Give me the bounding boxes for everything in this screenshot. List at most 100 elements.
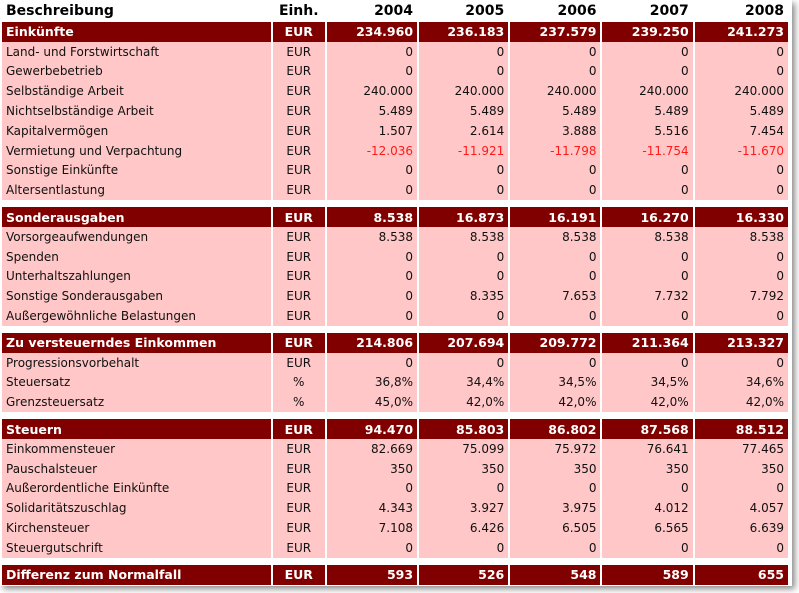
row-unit: EUR (272, 160, 325, 181)
row-value: 75.972 (510, 438, 601, 459)
spacer-cell (2, 200, 788, 208)
row-unit: EUR (272, 140, 325, 161)
row-value: 0 (602, 41, 693, 62)
row-value: 213.327 (694, 332, 788, 353)
tax-table-panel: Beschreibung Einh. 2004 2005 2006 2007 2… (2, 0, 788, 585)
row-value: 0 (419, 61, 509, 82)
table-row: Land- und Forstwirtschaft EUR 0 0 0 0 0 (2, 41, 788, 62)
row-value: 234.960 (326, 22, 418, 42)
row-value: 0 (694, 266, 788, 287)
row-value: 0 (326, 246, 418, 267)
row-value: 8.538 (510, 226, 601, 247)
row-value: -11.921 (419, 140, 509, 161)
row-value: 3.927 (419, 498, 509, 519)
section-header-row: Differenz zum Normalfall EUR 593 526 548 589 6… (2, 564, 788, 585)
row-value: -11.798 (510, 140, 601, 161)
row-value: 5.489 (419, 101, 509, 121)
row-label: Vorsorgeaufwendungen (2, 226, 271, 247)
row-value: 240.000 (694, 81, 788, 102)
row-value: 8.538 (326, 226, 418, 247)
row-value: 0 (326, 266, 418, 287)
section-header-row: Einkünfte EUR 234.960 236.183 237.579 239.250… (2, 22, 788, 42)
row-value: 0 (602, 266, 693, 287)
row-value: 0 (326, 286, 418, 307)
row-value: 4.343 (326, 498, 418, 519)
row-value: 34,6% (694, 372, 788, 393)
row-unit: EUR (272, 120, 325, 141)
table-row: Steuersatz% 36,8% 34,4% 34,5% 34,5% 34,6% (2, 372, 788, 393)
table-row: Unterhaltszahlungen EUR 0 0 0 0 0 (2, 266, 788, 287)
row-value: 240.000 (419, 81, 509, 102)
table-row: Progressionsvorbehalt EUR 0 0 0 0 0 (2, 352, 788, 373)
row-value: 8.538 (694, 226, 788, 247)
header-year: 2006 (510, 0, 601, 22)
row-value: 16.873 (419, 207, 509, 227)
row-value: -12.036 (326, 140, 418, 161)
row-value: 0 (419, 352, 509, 373)
row-unit: EUR (272, 537, 325, 558)
row-value: 86.802 (510, 419, 601, 439)
row-unit: EUR (272, 61, 325, 82)
row-value: 0 (326, 61, 418, 82)
row-value: 0 (694, 306, 788, 326)
row-value: 0 (694, 61, 788, 82)
row-value: 0 (694, 246, 788, 267)
row-value: 0 (326, 478, 418, 499)
row-value: 0 (419, 478, 509, 499)
row-value: 8.538 (419, 226, 509, 247)
spacer-cell (2, 325, 788, 333)
row-value: 34,5% (510, 372, 601, 393)
row-value: -11.754 (602, 140, 693, 161)
row-value: 7.454 (694, 120, 788, 141)
row-value: 0 (326, 306, 418, 326)
row-value: 42,0% (419, 392, 509, 413)
table-row: Außerordentliche Einkünfte EUR 0 0 0 0 0 (2, 478, 788, 499)
row-value: 0 (602, 306, 693, 326)
row-value: 88.512 (694, 419, 788, 439)
row-label: Unterhaltszahlungen (2, 266, 271, 287)
row-value: 207.694 (419, 332, 509, 353)
row-value: 0 (694, 41, 788, 62)
row-label: Solidaritätszuschlag (2, 498, 271, 519)
row-value: 548 (510, 564, 601, 585)
row-value: 350 (419, 458, 509, 479)
table-row: Nichtselbständige Arbeit EUR 5.489 5.489 5.4… (2, 101, 788, 121)
row-value: 34,5% (602, 372, 693, 393)
row-value: 350 (326, 458, 418, 479)
row-value: 0 (694, 180, 788, 201)
row-value: 5.489 (326, 101, 418, 121)
row-value: 0 (510, 266, 601, 287)
table-row: Kapitalvermögen EUR 1.507 2.614 3.888 5.516 7.… (2, 120, 788, 141)
row-value: 0 (602, 352, 693, 373)
row-value: 241.273 (694, 22, 788, 42)
row-unit: EUR (272, 22, 325, 42)
row-value: 240.000 (602, 81, 693, 102)
row-value: 0 (510, 537, 601, 558)
row-unit: EUR (272, 419, 325, 439)
row-value: 209.772 (510, 332, 601, 353)
row-value: 82.669 (326, 438, 418, 459)
row-value: 4.057 (694, 498, 788, 519)
row-value: 0 (694, 478, 788, 499)
header-year: 2008 (694, 0, 788, 22)
table-row: Sonstige Sonderausgaben EUR 0 8.335 7.653 7.7… (2, 286, 788, 307)
row-value: -11.670 (694, 140, 788, 161)
row-value: 34,4% (419, 372, 509, 393)
row-label: Pauschalsteuer (2, 458, 271, 479)
row-label: Sonderausgaben (2, 207, 271, 227)
row-value: 0 (694, 352, 788, 373)
row-label: Grenzsteuersatz (2, 392, 271, 413)
row-label: Kapitalvermögen (2, 120, 271, 141)
header-year: 2005 (419, 0, 509, 22)
row-value: 0 (694, 537, 788, 558)
row-value: 42,0% (510, 392, 601, 413)
row-value: 42,0% (602, 392, 693, 413)
table-row: Kirchensteuer EUR 7.108 6.426 6.505 6.565 6.63… (2, 518, 788, 538)
row-value: 0 (326, 180, 418, 201)
row-value: 350 (694, 458, 788, 479)
row-value: 0 (602, 180, 693, 201)
spacer-cell (2, 557, 788, 565)
row-value: 0 (326, 352, 418, 373)
row-value: 211.364 (602, 332, 693, 353)
row-value: 350 (602, 458, 693, 479)
